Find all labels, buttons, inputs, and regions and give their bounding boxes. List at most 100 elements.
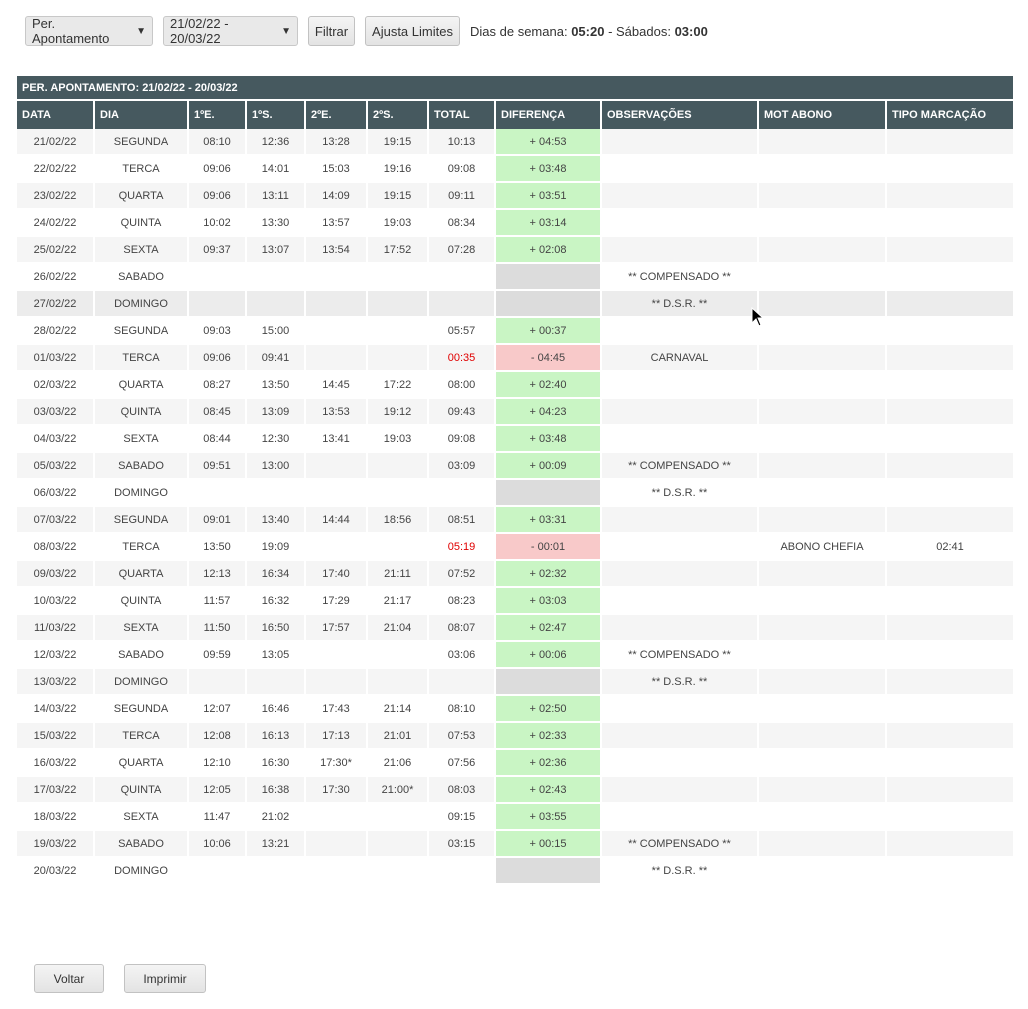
cell-observacoes — [602, 804, 757, 831]
cell-mot-abono — [759, 723, 885, 750]
cell-diferenca: + 03:48 — [496, 156, 600, 183]
cell-1s — [247, 480, 304, 507]
cell-2s — [368, 453, 427, 480]
cell-total: 09:15 — [429, 804, 494, 831]
cell-data: 08/03/22 — [17, 534, 93, 561]
cell-2s: 17:22 — [368, 372, 427, 399]
footer-actions: Voltar Imprimir — [34, 964, 206, 993]
cell-2s — [368, 669, 427, 696]
cell-diferenca: + 04:23 — [496, 399, 600, 426]
cell-1s: 12:36 — [247, 129, 304, 156]
cell-diferenca: + 03:48 — [496, 426, 600, 453]
cell-2s — [368, 345, 427, 372]
filtrar-button[interactable]: Filtrar — [308, 16, 355, 46]
cell-total: 09:08 — [429, 156, 494, 183]
header-data: DATA — [17, 101, 93, 129]
cell-1e: 09:03 — [189, 318, 245, 345]
cell-dia: TERCA — [95, 534, 187, 561]
range-select[interactable]: 21/02/22 - 20/03/22 ▼ — [163, 16, 298, 46]
cell-tipo-marcacao — [887, 399, 1014, 426]
cell-data: 12/03/22 — [17, 642, 93, 669]
cell-tipo-marcacao — [887, 561, 1014, 588]
cell-2e: 13:41 — [306, 426, 366, 453]
table-body: 21/02/22 SEGUNDA 08:10 12:36 13:28 19:15 10:13… — [17, 129, 1014, 885]
cell-2e: 17:30 — [306, 777, 366, 804]
imprimir-button[interactable]: Imprimir — [124, 964, 206, 993]
cell-1e: 11:57 — [189, 588, 245, 615]
table-row: 13/03/22 DOMINGO ** D.S.R. ** — [17, 669, 1014, 696]
table-row: 21/02/22 SEGUNDA 08:10 12:36 13:28 19:15 10:13… — [17, 129, 1014, 156]
header-1s: 1ºS. — [247, 101, 304, 129]
cell-total — [429, 858, 494, 885]
cell-1s: 13:21 — [247, 831, 304, 858]
cell-total: 03:06 — [429, 642, 494, 669]
cell-2e: 15:03 — [306, 156, 366, 183]
cell-mot-abono — [759, 264, 885, 291]
cell-total: 09:08 — [429, 426, 494, 453]
cell-1s: 14:01 — [247, 156, 304, 183]
cell-1e: 09:01 — [189, 507, 245, 534]
cell-total: 09:11 — [429, 183, 494, 210]
cell-2e: 17:43 — [306, 696, 366, 723]
cell-2s: 19:03 — [368, 426, 427, 453]
cell-data: 09/03/22 — [17, 561, 93, 588]
cell-2e — [306, 480, 366, 507]
cell-1e: 10:06 — [189, 831, 245, 858]
cell-2s — [368, 480, 427, 507]
table-row: 06/03/22 DOMINGO ** D.S.R. ** — [17, 480, 1014, 507]
cell-total: 05:19 — [429, 534, 494, 561]
cell-1s: 13:50 — [247, 372, 304, 399]
voltar-button[interactable]: Voltar — [34, 964, 104, 993]
cell-dia: QUARTA — [95, 183, 187, 210]
cell-tipo-marcacao — [887, 804, 1014, 831]
table-row: 05/03/22 SABADO 09:51 13:00 03:09 + 00:09 ** C… — [17, 453, 1014, 480]
cell-mot-abono — [759, 669, 885, 696]
cell-dia: QUARTA — [95, 561, 187, 588]
cell-1e: 08:44 — [189, 426, 245, 453]
chevron-down-icon: ▼ — [136, 25, 146, 37]
cell-2s: 19:15 — [368, 183, 427, 210]
cell-observacoes — [602, 372, 757, 399]
cell-observacoes — [602, 183, 757, 210]
cell-total: 03:15 — [429, 831, 494, 858]
cell-total — [429, 264, 494, 291]
cell-1s — [247, 291, 304, 318]
table-row: 16/03/22 QUARTA 12:10 16:30 17:30* 21:06 07:56… — [17, 750, 1014, 777]
cell-data: 24/02/22 — [17, 210, 93, 237]
cell-data: 05/03/22 — [17, 453, 93, 480]
cell-observacoes — [602, 777, 757, 804]
cell-total: 08:10 — [429, 696, 494, 723]
cell-total: 07:53 — [429, 723, 494, 750]
cell-diferenca: + 04:53 — [496, 129, 600, 156]
cell-total: 09:43 — [429, 399, 494, 426]
table-row: 28/02/22 SEGUNDA 09:03 15:00 05:57 + 00:37 — [17, 318, 1014, 345]
cell-total: 08:34 — [429, 210, 494, 237]
cell-diferenca — [496, 291, 600, 318]
cell-total: 08:00 — [429, 372, 494, 399]
cell-2e — [306, 669, 366, 696]
table-row: 23/02/22 QUARTA 09:06 13:11 14:09 19:15 09:11 +… — [17, 183, 1014, 210]
periodo-select[interactable]: Per. Apontamento ▼ — [25, 16, 153, 46]
cell-data: 17/03/22 — [17, 777, 93, 804]
cell-data: 11/03/22 — [17, 615, 93, 642]
cell-mot-abono — [759, 858, 885, 885]
cell-observacoes — [602, 237, 757, 264]
cell-data: 07/03/22 — [17, 507, 93, 534]
cell-1s: 16:32 — [247, 588, 304, 615]
cell-data: 19/03/22 — [17, 831, 93, 858]
header-tipo-marcacao: TIPO MARCAÇÃO — [887, 101, 1014, 129]
cell-tipo-marcacao — [887, 372, 1014, 399]
cell-tipo-marcacao — [887, 642, 1014, 669]
ajusta-limites-button[interactable]: Ajusta Limites — [365, 16, 460, 46]
cell-mot-abono — [759, 156, 885, 183]
cell-dia: SEGUNDA — [95, 696, 187, 723]
table-row: 19/03/22 SABADO 10:06 13:21 03:15 + 00:15 ** C… — [17, 831, 1014, 858]
cell-total: 08:51 — [429, 507, 494, 534]
cell-data: 02/03/22 — [17, 372, 93, 399]
cell-tipo-marcacao — [887, 669, 1014, 696]
cell-1e: 08:27 — [189, 372, 245, 399]
cell-observacoes — [602, 129, 757, 156]
cell-data: 16/03/22 — [17, 750, 93, 777]
cell-observacoes — [602, 399, 757, 426]
cell-total: 05:57 — [429, 318, 494, 345]
